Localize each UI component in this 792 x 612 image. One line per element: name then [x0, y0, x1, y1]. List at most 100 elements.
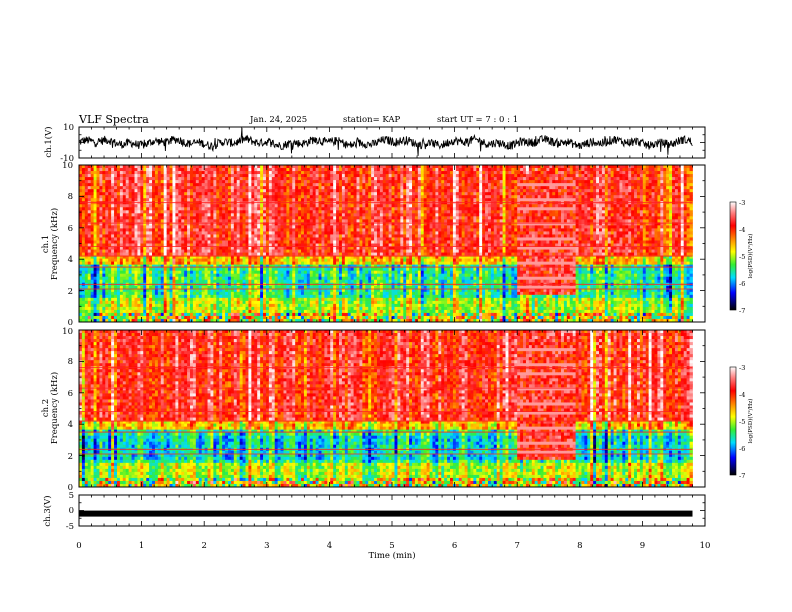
spectrogram-cell [195, 174, 200, 178]
spectrogram-cell [111, 183, 115, 187]
spectrogram-cell [140, 174, 144, 178]
spectrogram-cell [160, 291, 165, 296]
spectrogram-cell [149, 165, 153, 169]
spectrogram-cell [137, 306, 141, 311]
spectrogram-cell [154, 210, 159, 214]
spectrogram-cell [204, 168, 208, 172]
spectrogram-cell [251, 273, 255, 278]
spectrogram-cell [312, 213, 317, 217]
spectrogram-cell [114, 228, 118, 232]
spectrogram-cell [166, 315, 170, 320]
spectrogram-cell [289, 213, 293, 217]
spectrogram-cell [298, 294, 302, 299]
spectrogram-cell [163, 309, 168, 314]
spectrogram-cell [84, 228, 89, 232]
spectrogram-cell [79, 312, 83, 317]
spectrogram-cell [216, 204, 220, 208]
spectrogram-cell [289, 219, 293, 223]
spectrogram-cell [236, 288, 241, 293]
spectrogram-cell [154, 312, 159, 317]
spectrogram-cell [93, 279, 97, 284]
spectrogram-cell [236, 192, 241, 196]
spectrogram-cell [134, 303, 138, 308]
spectrogram-cell [149, 213, 153, 217]
spectrogram-cell [184, 165, 188, 169]
spectrogram-cell [321, 231, 325, 235]
spectrogram-cell [263, 267, 267, 272]
spectrogram-cell [195, 219, 200, 223]
spectrogram-cell [204, 240, 208, 244]
spectrogram-cell [289, 171, 293, 175]
spectrogram-cell [146, 207, 150, 211]
spectrogram-cell [312, 249, 317, 253]
spectrogram-cell [99, 228, 103, 232]
spectrogram-cell [207, 261, 211, 266]
spectrogram-cell [184, 192, 188, 196]
spectrogram-cell [321, 168, 325, 172]
spectrogram-cell [225, 222, 229, 226]
spectrogram-cell [160, 297, 165, 302]
spectrogram-cell [312, 288, 317, 293]
spectrogram-cell [248, 312, 252, 317]
spectrogram-cell [192, 231, 197, 235]
spectrogram-cell [321, 303, 325, 308]
spectrogram-cell [181, 171, 185, 175]
spectrogram-cell [143, 300, 147, 305]
spectrogram-cell [347, 294, 352, 299]
spectrogram-cell [146, 300, 150, 305]
spectrogram-cell [292, 219, 296, 223]
spectrogram-cell [140, 210, 144, 214]
spectrogram-cell [333, 216, 337, 220]
spectrogram-cell [263, 222, 267, 226]
spectrogram-cell [157, 210, 162, 214]
spectrogram-cell [187, 297, 191, 302]
spectrogram-cell [321, 180, 325, 184]
spectrogram-cell [324, 219, 328, 223]
spectrogram-cell [137, 213, 141, 217]
spectrogram-cell [192, 279, 197, 284]
spectrogram-cell [239, 252, 243, 256]
spectrogram-cell [207, 303, 211, 308]
spectrogram-cell [207, 291, 211, 296]
spectrogram-cell [81, 210, 86, 214]
spectrogram-cell [140, 276, 144, 281]
spectrogram-cell [90, 303, 95, 308]
spectrogram-cell [289, 309, 293, 314]
spectrogram-cell [265, 291, 270, 296]
spectrogram-cell [312, 270, 317, 275]
spectrogram-cell [321, 270, 325, 275]
spectrogram-cell [84, 243, 89, 247]
spectrogram-cell [140, 291, 144, 296]
spectrogram-cell [227, 195, 232, 199]
spectrogram-cell [333, 300, 337, 305]
spectrogram-cell [341, 183, 346, 187]
spectrogram-cell [330, 198, 334, 202]
spectrogram-cell [111, 276, 115, 281]
spectrogram-cell [134, 294, 138, 299]
spectrogram-cell [333, 291, 337, 296]
spectrogram-cell [286, 309, 290, 314]
spectrogram-cell [184, 291, 188, 296]
spectrogram-cell [79, 183, 83, 187]
spectrogram-cell [339, 210, 343, 214]
spectrogram-cell [225, 171, 229, 175]
spectrogram-cell [128, 165, 132, 169]
spectrogram-cell [190, 171, 194, 175]
spectrogram-cell [274, 273, 279, 278]
spectrogram-cell [125, 279, 130, 284]
spectrogram-cell [93, 198, 97, 202]
spectrogram-cell [192, 243, 197, 247]
spectrogram-cell [350, 231, 354, 235]
spectrogram-cell [102, 180, 106, 184]
spectrogram-cell [344, 249, 349, 253]
spectrogram-cell [251, 186, 255, 190]
spectrogram-cell [134, 270, 138, 275]
spectrogram-cell [306, 291, 311, 296]
spectrogram-cell [306, 165, 311, 169]
spectrogram-cell [333, 228, 337, 232]
spectrogram-cell [119, 279, 124, 284]
spectrogram-cell [169, 243, 173, 247]
spectrogram-cell [318, 168, 322, 172]
spectrogram-cell [242, 294, 246, 299]
spectrogram-cell [280, 237, 284, 241]
